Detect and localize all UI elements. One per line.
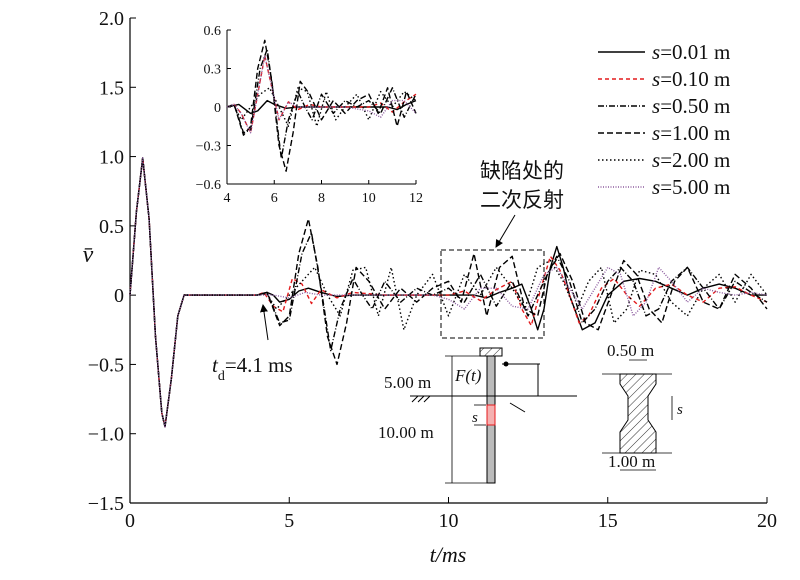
main-y-tick-label: 0 [114,285,124,307]
td-arrow [260,304,269,341]
inset-x-tick-label: 6 [271,191,278,206]
main-series-line [129,157,768,428]
td-annotation: td=4.1 ms [212,304,293,384]
main-y-tick-label: 1.5 [99,77,124,99]
x-axis-label: t/ms [430,542,467,567]
defect-pointer [509,402,526,413]
main-y-tick-label: −1.0 [88,424,124,446]
defect-label-line1: 缺陷处的 [480,159,564,183]
inset-x-tick-label: 12 [409,191,423,206]
cross-section-diagram: 0.50 m 1.00 m s [602,341,683,471]
inset-y-tick-label: 0 [214,101,221,116]
main-x-tick-label: 20 [757,510,777,532]
main-series [129,157,768,428]
inset-y-tick-label: −0.3 [196,139,221,154]
main-y-tick-label: 2.0 [99,8,124,30]
main-series-line [129,157,768,428]
defect-annotation: 缺陷处的 二次反射 [440,159,564,339]
inset-x-tick-label: 8 [318,191,325,206]
inset-series [226,39,417,172]
defect-arrow [495,214,516,248]
ground-hatch [411,395,431,403]
inset-y-tick-label: 0.6 [204,24,222,39]
defect-box [440,249,545,339]
main-x-tick-label: 15 [598,510,618,532]
legend-label: s=0.01 m [652,40,730,64]
inset-series-line [226,87,417,127]
inset-x-tick-label: 10 [362,191,376,206]
legend-label: s=1.00 m [652,121,730,145]
main-y-tick-label: −1.5 [88,493,124,515]
main-y-tick-label: −0.5 [88,354,124,376]
inset-y-tick-label: 0.3 [204,62,222,77]
pile-head-cap [479,347,503,357]
section-s-label: s [677,402,683,418]
section-top-label: 0.50 m [607,341,654,360]
defect-label-line2: 二次反射 [480,188,564,212]
inset-ticks: 4 6 8 10 12 −0.6 −0.3 0 0.3 0.6 [196,24,423,206]
y-axis-label: v̄ [83,242,94,268]
section-shape [619,373,657,454]
legend: s=0.01 m s=0.10 m s=0.50 m s=1.00 m s=2.00 m… [598,40,730,199]
legend-label: s=2.00 m [652,148,730,172]
main-series-line [129,157,768,428]
inset-y-tick-label: −0.6 [196,178,221,193]
section-bottom-label: 1.00 m [608,452,655,471]
inset-series-line [226,55,417,134]
legend-label: s=5.00 m [652,175,730,199]
main-series-line [129,157,768,428]
force-label: F(t) [454,366,482,385]
td-label: td=4.1 ms [212,353,293,384]
main-y-tick-label: 1.0 [99,147,124,169]
legend-label: s=0.50 m [652,94,730,118]
pile-s-label: s [472,410,478,426]
depth-below-label: 10.00 m [378,423,434,442]
inset-x-tick-label: 4 [224,191,231,206]
main-x-tick-label: 5 [284,510,294,532]
depth-above-label: 5.00 m [384,373,431,392]
main-x-tick-label: 10 [439,510,459,532]
inset-series-line [226,39,417,172]
legend-label: s=0.10 m [652,67,730,91]
main-y-tick-label: 0.5 [99,216,124,238]
pile-defect [486,404,496,426]
main-ticks: 0 5 10 15 20 −1.5 −1.0 −0.5 0 0.5 1.0 1.5 2.0 [88,8,777,532]
main-x-tick-label: 0 [125,510,135,532]
pile-diagram: F(t) 5.00 m 10.00 m s [378,347,577,484]
